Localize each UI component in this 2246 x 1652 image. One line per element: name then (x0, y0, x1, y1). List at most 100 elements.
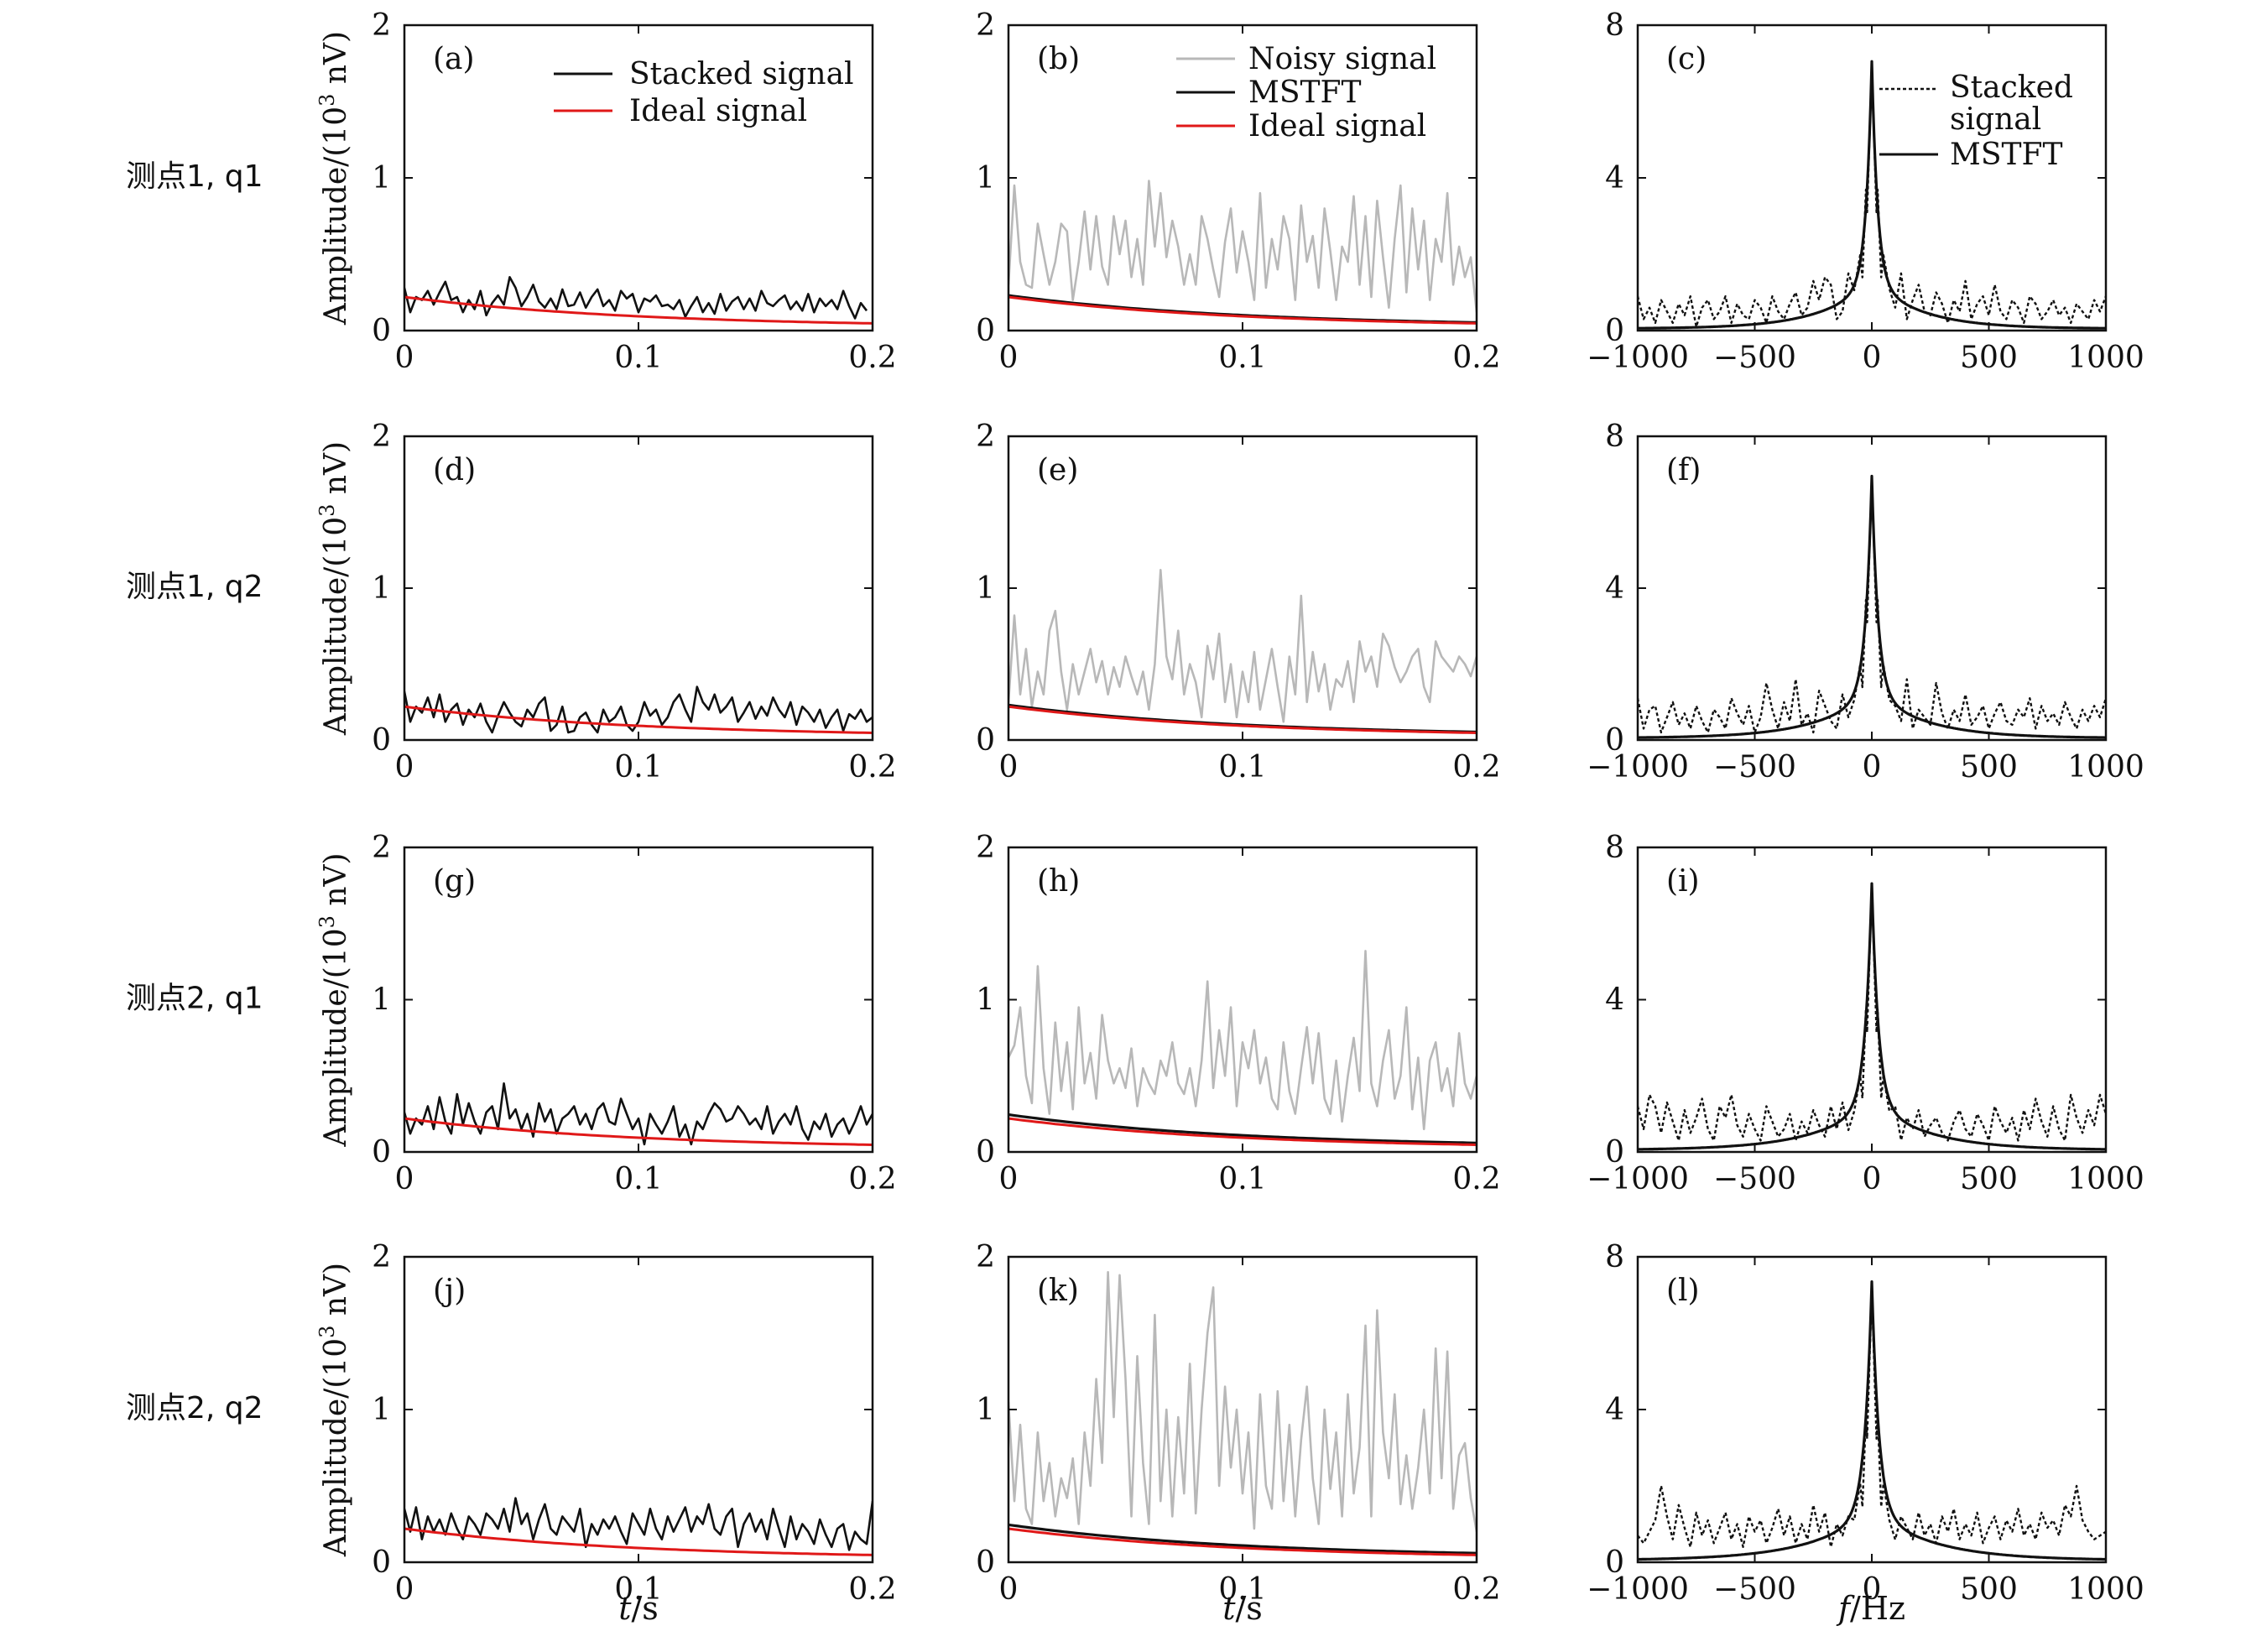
y-tick-label: 0 (1605, 1135, 1624, 1170)
x-axis-label-unit: /s (1235, 1590, 1262, 1627)
x-tick-label: 1000 (2067, 341, 2144, 375)
series-line-noisy-signal (1008, 950, 1477, 1131)
panel-label: (g) (433, 864, 476, 899)
series-line-mstft (1638, 474, 2106, 739)
series-line-stacked-signal (1638, 65, 2106, 328)
y-axis-label-text: Amplitude/(103 nV) (315, 852, 353, 1147)
row-label: 测点1, q2 (126, 570, 263, 604)
y-tick-label: 1 (976, 1393, 995, 1427)
legend-label-line: Stacked (1950, 70, 2073, 105)
series-line-noisy-signal (1008, 569, 1477, 723)
panel-label: (f) (1666, 453, 1701, 487)
series-line-ideal-signal (404, 1527, 873, 1556)
y-axis-label-part: nV) (319, 31, 353, 94)
y-axis-label: Amplitude/(103 nV) (315, 852, 353, 1147)
x-tick-label: 0 (999, 341, 1019, 375)
series-line-ideal-signal (404, 1117, 873, 1146)
y-tick-label: 0 (976, 314, 995, 348)
x-tick-label: −500 (1713, 1572, 1796, 1607)
y-axis-label: Amplitude/(103 nV) (315, 31, 353, 326)
y-tick-label: 8 (1605, 831, 1624, 865)
panel-e: 0 0.1 0.2 0 1 2 (e) (976, 420, 1501, 784)
x-tick-label: 0.2 (1452, 1572, 1500, 1607)
panel-label: (a) (433, 42, 475, 76)
y-tick-label: 8 (1605, 1240, 1624, 1274)
x-tick-label: 0 (395, 1572, 414, 1607)
panel-label: (e) (1037, 453, 1078, 487)
x-tick-label: 0 (1863, 750, 1882, 784)
y-axis-label-superscript: 3 (315, 504, 339, 517)
x-tick-label: 0.1 (1218, 1162, 1266, 1196)
y-tick-label: 2 (976, 420, 995, 454)
legend-label: Ideal signal (1248, 109, 1426, 143)
y-tick-label: 2 (372, 420, 391, 454)
series-line-ideal-signal (1008, 1117, 1477, 1146)
legend-label: Stacked signal (629, 57, 854, 91)
panel-label: (h) (1037, 864, 1080, 899)
y-tick-label: 8 (1605, 8, 1624, 43)
x-tick-label: 0.2 (848, 1162, 896, 1196)
x-axis-label-unit: /s (631, 1590, 658, 1627)
legend-label: MSTFT (1950, 138, 2063, 172)
series-line-noisy-signal (1008, 1270, 1477, 1532)
y-tick-label: 1 (372, 1393, 391, 1427)
panel-h: 0 0.1 0.2 0 1 2 (h) (976, 831, 1501, 1196)
x-axis-label-variable: t (618, 1590, 632, 1627)
y-axis-label-superscript: 3 (315, 1326, 339, 1338)
x-tick-label: 0 (395, 1162, 414, 1196)
y-tick-label: 8 (1605, 420, 1624, 454)
y-tick-label: 0 (372, 723, 391, 758)
x-tick-label: 0 (395, 341, 414, 375)
series-line-stacked-signal (404, 685, 873, 734)
x-tick-label: 0.1 (1218, 1572, 1266, 1607)
panel-d: 0 0.1 0.2 0 1 2 (d) (372, 420, 897, 784)
y-tick-label: 2 (372, 1240, 391, 1274)
x-tick-label: 500 (1960, 341, 2018, 375)
panel-c: −1000 −500 0 500 1000 0 4 8 (c) StackedsignalMSTF… (1587, 8, 2144, 375)
y-tick-label: 1 (976, 161, 995, 195)
x-tick-label: −1000 (1587, 1572, 1689, 1607)
series-line-stacked-signal (404, 1082, 873, 1146)
series-line-ideal-signal (404, 705, 873, 734)
panel-label: (b) (1037, 42, 1080, 76)
x-tick-label: 0.2 (1452, 341, 1500, 375)
panel-label: (i) (1666, 864, 1700, 899)
panel-l: −1000 −500 0 500 1000 0 4 8 (l) (1587, 1240, 2144, 1607)
y-tick-label: 4 (1605, 161, 1624, 195)
x-tick-label: 0 (1863, 1572, 1882, 1607)
panel-k: 0 0.1 0.2 0 1 2 (k) (976, 1240, 1501, 1607)
x-tick-label: 0 (999, 750, 1019, 784)
y-tick-label: 0 (372, 1135, 391, 1170)
x-tick-label: 0.1 (614, 341, 662, 375)
series-line-stacked-signal (404, 276, 868, 320)
row-label: 测点2, q1 (126, 982, 263, 1016)
x-tick-label: 1000 (2067, 750, 2144, 784)
x-tick-label: 0 (999, 1162, 1019, 1196)
series-line-noisy-signal (1008, 180, 1477, 313)
x-tick-label: −500 (1713, 341, 1796, 375)
series-line-ideal-signal (404, 295, 873, 325)
y-axis-label: Amplitude/(103 nV) (315, 1263, 353, 1557)
panel-label: (k) (1037, 1274, 1079, 1308)
x-tick-label: 0.2 (848, 341, 896, 375)
series-line-mstft (1008, 1523, 1477, 1555)
x-tick-label: 0.1 (1218, 341, 1266, 375)
series-line-mstft (1008, 703, 1477, 734)
x-tick-label: −1000 (1587, 1162, 1689, 1196)
x-tick-label: 0.1 (614, 750, 662, 784)
x-tick-label: −1000 (1587, 750, 1689, 784)
y-axis-label-superscript: 3 (315, 94, 339, 107)
y-tick-label: 2 (976, 8, 995, 43)
x-tick-label: 0.2 (848, 1572, 896, 1607)
x-tick-label: 0 (999, 1572, 1019, 1607)
panel-j: 0 0.1 0.2 0 1 2 (j) (372, 1240, 897, 1607)
x-tick-label: 0.1 (614, 1162, 662, 1196)
series-line-ideal-signal (1008, 1527, 1477, 1556)
y-tick-label: 1 (372, 161, 391, 195)
panel-label: (c) (1666, 42, 1707, 76)
x-tick-label: 0 (1863, 341, 1882, 375)
